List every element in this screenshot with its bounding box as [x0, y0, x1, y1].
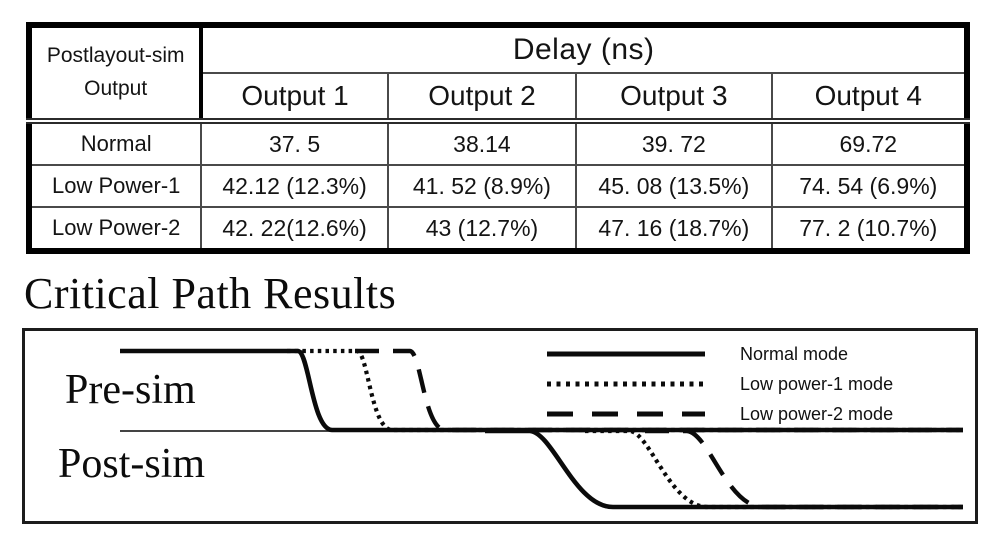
column-header-output2: Output 2 — [386, 72, 578, 124]
row-label-normal: Normal — [27, 120, 203, 166]
cell-lp1-output2: 41. 52 (8.9%) — [386, 164, 578, 208]
row-label-low-power-1: Low Power-1 — [27, 164, 203, 208]
dashed-line-icon — [547, 411, 705, 417]
critical-path-waveform-panel: Pre-sim Post-sim Normal mode Low power-1… — [22, 328, 978, 524]
cell-lp1-output3: 45. 08 (13.5%) — [575, 164, 773, 208]
waveform-plot — [120, 348, 963, 510]
legend-label-low-power-1: Low power-1 mode — [740, 373, 894, 394]
legend-label-low-power-2: Low power-2 mode — [740, 403, 894, 424]
waveform-legend: Normal mode Low power-1 mode Low power-2… — [545, 339, 965, 429]
legend-row-normal: Normal mode — [545, 339, 965, 369]
column-header-output3: Output 3 — [575, 72, 773, 124]
post-sim-low-power-2-trace — [645, 428, 963, 510]
cell-lp2-output3: 47. 16 (18.7%) — [575, 206, 773, 252]
pre-sim-low-power-2-trace — [355, 348, 963, 433]
cell-lp2-output4: 77. 2 (10.7%) — [770, 206, 969, 252]
cell-lp2-output2: 43 (12.7%) — [386, 206, 578, 252]
cell-normal-output1: 37. 5 — [200, 120, 389, 166]
cell-normal-output4: 69.72 — [770, 120, 969, 166]
legend-row-low-power-2: Low power-2 mode — [545, 399, 965, 429]
cell-lp1-output4: 74. 54 (6.9%) — [770, 164, 969, 208]
column-header-output4: Output 4 — [770, 72, 969, 124]
post-sim-low-power-1-trace — [585, 428, 963, 510]
delay-span-header: Delay (ns) — [200, 24, 968, 74]
table-row-normal: Normal 37. 5 38.14 39. 72 69.72 — [27, 120, 969, 166]
cell-normal-output2: 38.14 — [386, 120, 578, 166]
row-label-low-power-2: Low Power-2 — [27, 206, 203, 252]
table-row-low-power-1: Low Power-1 42.12 (12.3%) 41. 52 (8.9%) … — [27, 164, 969, 208]
dotted-line-icon — [547, 381, 705, 387]
legend-row-low-power-1: Low power-1 mode — [545, 369, 965, 399]
corner-header-cell: Postlayout-sim Output — [27, 24, 204, 124]
cell-lp1-output1: 42.12 (12.3%) — [200, 164, 389, 208]
column-header-output1: Output 1 — [200, 72, 389, 124]
cell-lp2-output1: 42. 22(12.6%) — [200, 206, 389, 252]
post-sim-normal-trace — [485, 428, 963, 510]
corner-header-line2: Output — [84, 77, 148, 100]
corner-header-line1: Postlayout-sim — [46, 44, 185, 68]
pre-sim-normal-trace — [120, 348, 963, 433]
table-row-low-power-2: Low Power-2 42. 22(12.6%) 43 (12.7%) 47.… — [27, 206, 969, 252]
cell-normal-output3: 39. 72 — [575, 120, 773, 166]
post-sim-label: Post-sim — [58, 441, 206, 487]
delay-results-table: Postlayout-sim Output Delay (ns) Output … — [26, 22, 970, 254]
section-title: Critical Path Results — [24, 269, 397, 318]
legend-label-normal: Normal mode — [740, 343, 849, 364]
pre-sim-label: Pre-sim — [65, 367, 196, 413]
solid-line-icon — [547, 351, 705, 357]
